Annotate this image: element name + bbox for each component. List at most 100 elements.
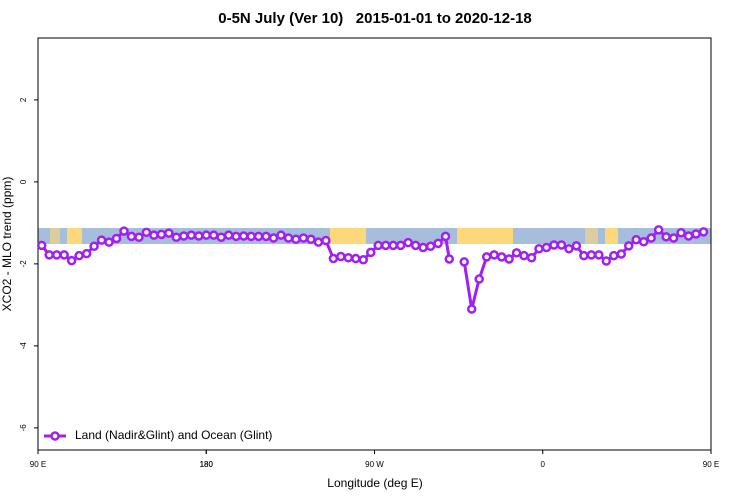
point [653,225,664,235]
point [549,240,559,250]
land-band [330,228,366,244]
point [74,250,84,261]
point [373,240,383,251]
point [366,247,376,258]
land-band [67,228,82,244]
point [534,243,544,254]
point [141,227,152,238]
x-tick-label: 0 [541,460,546,469]
point [698,227,709,237]
point [81,248,92,259]
x-tick-label: 90 E [30,460,46,469]
point [616,249,627,259]
point [433,238,443,249]
point [668,233,679,243]
point [459,257,469,267]
point [164,228,174,238]
point [246,231,256,242]
point [594,250,604,260]
land-band [457,228,513,244]
point [601,256,612,266]
point [691,229,701,239]
land-band [585,228,598,244]
point [149,230,159,240]
point [104,237,114,247]
point [683,231,694,241]
point [380,240,391,251]
y-tick-label: -2 [19,260,28,268]
x-tick-label: 90 W [365,460,384,469]
point [661,232,671,242]
point [496,252,507,262]
land-band [50,228,60,244]
point [328,253,339,264]
point [253,231,264,242]
y-tick-label: -4 [19,342,28,350]
x-tick-label: 180 [200,460,214,469]
point [564,243,574,254]
point [119,226,129,236]
point [268,233,279,243]
point [208,230,219,240]
point [96,235,107,245]
point [403,237,413,248]
point [388,240,398,251]
point [609,250,619,261]
point [343,252,354,263]
y-axis-label: XCO2 - MLO trend (ppm) [0,177,14,312]
y-tick-label: 2 [19,97,28,102]
point [646,233,656,243]
point [89,241,99,252]
point [541,242,552,253]
point [481,252,492,262]
point [231,231,241,242]
point [351,253,361,264]
point [306,234,316,245]
point [444,254,455,264]
x-axis-label: Longitude (deg E) [327,476,422,490]
chart-title: 0-5N July (Ver 10) 2015-01-01 to 2020-12… [218,10,532,27]
point [631,234,641,245]
y-tick-label: -6 [19,424,28,432]
point [44,250,54,260]
point [425,241,436,252]
point [358,255,369,265]
legend-marker [50,431,60,441]
point [179,231,189,241]
y-tick-label: 0 [19,179,28,184]
point [291,234,301,245]
point [238,231,249,241]
point [298,233,309,243]
point [489,250,499,260]
point [283,233,294,243]
point [586,250,597,260]
point [466,304,477,314]
point [111,233,122,244]
point [313,237,324,247]
point [261,231,271,242]
point [410,240,421,251]
point [51,250,62,260]
point [66,255,77,266]
point [321,235,331,246]
point [676,227,686,238]
x-tick-label: 90 E [703,460,719,469]
point [126,231,137,242]
point [556,240,567,250]
point [440,231,451,242]
point [223,230,234,240]
point [156,229,167,240]
point [276,230,286,240]
point [511,248,522,258]
point [36,240,47,251]
point [579,250,589,261]
point [519,250,529,261]
point [216,232,226,242]
point [638,236,649,247]
point [504,254,514,264]
point [186,230,197,240]
point [194,231,204,241]
point [474,274,484,284]
point [526,252,537,263]
